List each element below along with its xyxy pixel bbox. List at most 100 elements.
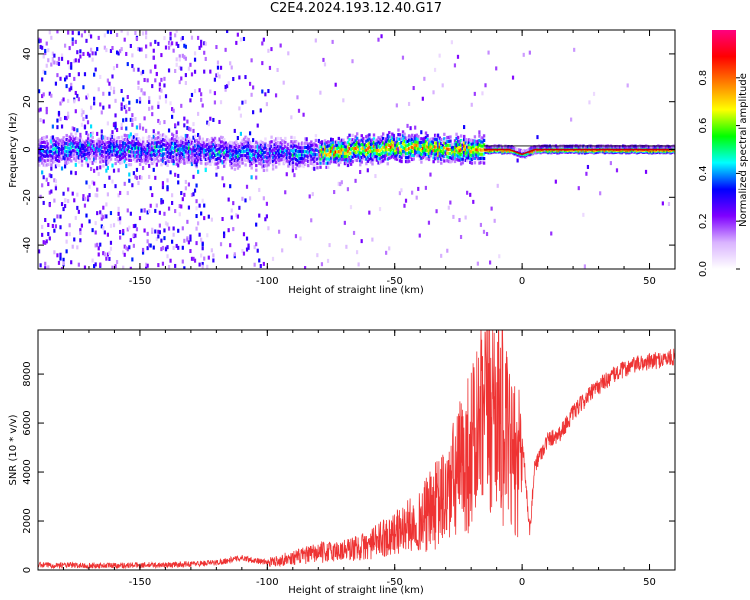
spectrogram-cell	[479, 160, 483, 165]
spectrogram-cell	[605, 144, 608, 148]
spectrogram-cell	[125, 109, 128, 114]
spectrogram-cell	[479, 144, 483, 148]
spectrogram-cell	[63, 141, 67, 145]
spectrogram-cell	[623, 144, 626, 149]
spectrogram-cell	[611, 145, 614, 149]
spectrogram-cell	[421, 155, 425, 160]
spectrogram-cell	[190, 158, 194, 163]
spectrogram-cell	[146, 151, 149, 155]
spectrogram-cell	[138, 162, 142, 166]
spectrogram-cell	[145, 54, 148, 59]
spectrogram-cell	[39, 118, 42, 123]
spectrogram-cell	[326, 144, 330, 148]
spectrogram-cell	[406, 147, 409, 152]
spectrogram-cell	[158, 95, 161, 100]
spectrogram-cell	[164, 99, 168, 104]
spectrogram-cell	[496, 144, 500, 149]
spectrogram-cell	[135, 141, 139, 145]
spectrogram-cell	[241, 139, 244, 143]
spectrogram-cell	[196, 169, 200, 174]
spectrogram-cell	[437, 156, 440, 160]
spectrogram-cell	[362, 140, 365, 144]
spectrogram-cell	[440, 253, 443, 258]
spectrogram-cell	[86, 146, 90, 151]
spectrogram-cell	[293, 152, 296, 156]
spectrogram-cell	[235, 144, 238, 148]
spectrogram-cell	[105, 256, 108, 261]
spectrogram-cell	[222, 142, 226, 146]
spectrogram-cell	[222, 231, 226, 236]
spectrogram-cell	[470, 157, 474, 161]
spectrogram-cell	[163, 138, 166, 143]
spectrogram-cell	[536, 135, 539, 140]
spectrogram-cell	[245, 236, 249, 241]
spectrogram-cell	[359, 159, 362, 163]
spectrogram-cell	[41, 136, 44, 140]
spectrogram-cell	[93, 168, 96, 173]
spectrogram-cell	[195, 138, 198, 143]
spectrogram-cell	[438, 142, 441, 146]
spectrogram-cell	[172, 48, 175, 53]
spectrogram-cell	[290, 140, 293, 144]
spectrogram-cell	[41, 153, 44, 157]
spectrogram-cell	[74, 162, 77, 167]
spectrogram-cell	[394, 157, 397, 161]
spectrogram-cell	[521, 149, 524, 153]
spectrogram-cell	[175, 41, 178, 46]
spectrogram-cell	[109, 157, 113, 161]
spectrogram-cell	[366, 147, 370, 151]
spectrogram-cell	[180, 147, 183, 151]
spectrogram-cell	[181, 160, 185, 164]
spectrogram-cell	[83, 141, 87, 145]
spectrogram-cell	[85, 152, 88, 156]
spectrogram-cell	[213, 91, 217, 96]
spectrogram-cell	[85, 139, 88, 143]
spectrogram-cell	[86, 197, 90, 202]
spectrogram-cell	[378, 145, 382, 149]
spectrogram-cell	[242, 153, 246, 157]
spectrogram-cell	[278, 148, 281, 152]
spectrogram-cell	[235, 213, 238, 218]
spectrogram-cell	[363, 145, 367, 150]
spectrogram-cell	[106, 153, 110, 157]
spectrogram-cell	[424, 185, 427, 190]
spectrogram-cell	[125, 157, 128, 161]
spectrogram-cell	[411, 137, 414, 141]
spectrogram-cell	[219, 149, 223, 153]
spectrogram-cell	[177, 159, 180, 163]
spectrogram-cell	[44, 159, 47, 163]
spectrogram-cell	[218, 140, 221, 144]
spectrogram-cell	[476, 145, 480, 149]
spectrogram-cell	[432, 152, 435, 156]
spectrogram-cell	[146, 155, 149, 159]
spectrogram-cell	[54, 140, 58, 144]
spectrogram-cell	[189, 143, 192, 147]
spectrogram-cell	[123, 154, 127, 158]
spectrogram-cell	[281, 150, 284, 154]
spectrogram-cell	[418, 157, 422, 161]
spectrogram-cell	[195, 147, 198, 151]
spectrogram-cell	[128, 245, 131, 250]
spectrogram-cell	[122, 250, 125, 255]
spectrogram-cell	[88, 53, 91, 58]
spectrogram-cell	[407, 146, 411, 151]
spectrogram-cell	[316, 161, 319, 166]
spectrogram-cell	[305, 145, 308, 150]
spectrogram-cell	[323, 151, 327, 155]
spectrogram-cell	[157, 263, 160, 268]
spectrogram-cell	[227, 197, 230, 202]
spectrogram-cell	[151, 137, 154, 141]
spectrogram-cell	[89, 151, 93, 155]
spectrogram-cell	[372, 152, 376, 156]
spectrogram-cell	[297, 160, 301, 164]
spectrogram-cell	[417, 153, 420, 157]
spectrogram-cell	[368, 210, 371, 215]
spectrogram-cell	[248, 81, 252, 86]
spectrogram-cell	[482, 156, 486, 161]
spectrogram-cell	[463, 144, 466, 148]
spectrogram-cell	[299, 163, 302, 168]
spectrogram-cell	[143, 77, 146, 82]
spectrogram-cell	[300, 160, 304, 164]
spectrogram-cell	[186, 160, 189, 164]
spectrogram-cell	[319, 149, 322, 153]
